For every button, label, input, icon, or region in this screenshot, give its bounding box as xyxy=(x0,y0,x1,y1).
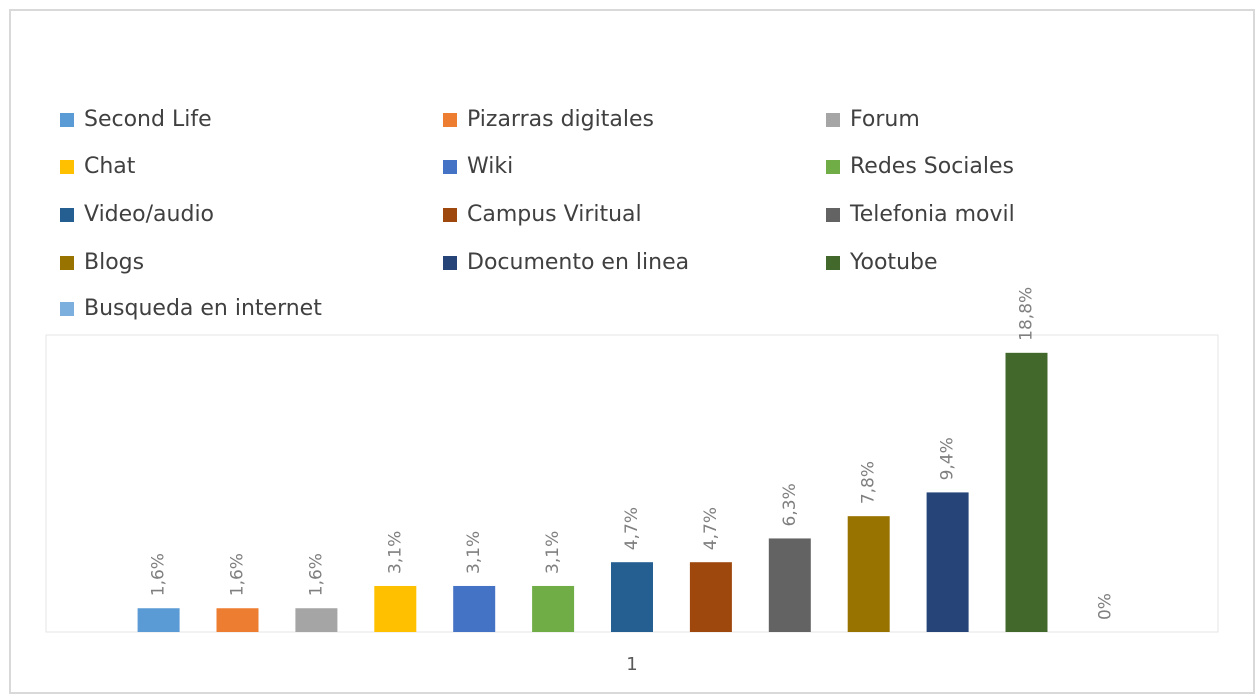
legend-swatch xyxy=(443,208,457,222)
bar xyxy=(374,585,417,632)
legend-swatch xyxy=(826,208,840,222)
legend-swatch xyxy=(443,256,457,270)
legend-label: Campus Viritual xyxy=(467,202,642,227)
bar xyxy=(689,562,732,632)
value-label: 0% xyxy=(1095,593,1115,620)
bar xyxy=(137,608,180,632)
value-label: 6,3% xyxy=(780,483,800,526)
value-label: 3,1% xyxy=(543,531,563,574)
legend-swatch xyxy=(826,256,840,270)
legend-label: Wiki xyxy=(467,154,513,179)
value-label: 4,7% xyxy=(622,507,642,550)
legend-swatch xyxy=(826,113,840,127)
legend-swatch xyxy=(60,208,74,222)
legend-label: Pizarras digitales xyxy=(467,107,654,132)
value-label: 4,7% xyxy=(701,507,721,550)
legend-label: Blogs xyxy=(84,250,144,275)
legend-swatch xyxy=(60,256,74,270)
bar xyxy=(926,492,969,632)
legend-label: Redes Sociales xyxy=(850,154,1014,179)
legend-swatch xyxy=(60,160,74,174)
bar xyxy=(847,516,890,632)
value-label: 18,8% xyxy=(1017,287,1037,341)
value-label: 1,6% xyxy=(228,553,248,596)
legend-swatch xyxy=(60,113,74,127)
bar xyxy=(295,608,338,632)
bar xyxy=(532,585,575,632)
bar xyxy=(453,585,496,632)
bar xyxy=(1005,352,1048,632)
bar xyxy=(768,538,811,632)
legend-swatch xyxy=(443,113,457,127)
bar xyxy=(216,608,259,632)
legend-swatch xyxy=(443,160,457,174)
legend-label: Video/audio xyxy=(84,202,214,227)
legend-swatch xyxy=(60,302,74,316)
bar xyxy=(611,562,653,632)
legend-label: Forum xyxy=(850,107,920,132)
legend-swatch xyxy=(826,160,840,174)
value-label: 7,8% xyxy=(859,461,879,504)
legend-label: Second Life xyxy=(84,107,212,132)
value-label: 1,6% xyxy=(306,553,326,596)
legend-label: Documento en linea xyxy=(467,250,689,275)
value-label: 9,4% xyxy=(938,437,958,480)
value-label: 3,1% xyxy=(385,531,405,574)
legend-label: Telefonia movil xyxy=(849,202,1015,227)
legend-label: Yootube xyxy=(849,250,938,275)
value-label: 3,1% xyxy=(464,531,484,574)
value-label: 1,6% xyxy=(149,553,169,596)
x-tick-label: 1 xyxy=(626,654,637,675)
legend-label: Chat xyxy=(84,154,136,179)
legend-label: Busqueda en internet xyxy=(84,296,322,321)
